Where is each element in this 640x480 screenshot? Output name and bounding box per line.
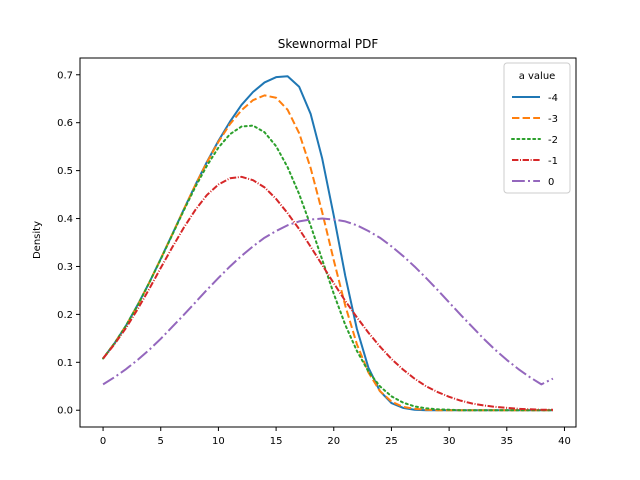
- legend-label-1: -3: [548, 114, 558, 125]
- series-line-4: [102, 217, 554, 386]
- legend-label-2: -2: [548, 135, 558, 146]
- y-tick-label-3: 0.3: [57, 262, 73, 273]
- y-tick-label-4: 0.4: [57, 214, 73, 225]
- x-tick-label-5: 25: [385, 436, 398, 447]
- legend-label-0: -4: [548, 93, 558, 104]
- axes: 0 5 10 15 20 25 30 35 40 0.0 0.1 0.2 0.3 0.4 0.5 0.6 0.7: [57, 57, 577, 447]
- y-tick-label-6: 0.6: [57, 118, 73, 129]
- legend-title: a value: [519, 71, 556, 82]
- series-line-2: [102, 124, 554, 412]
- y-tick-label-1: 0.1: [57, 358, 73, 369]
- legend-box: [503, 62, 571, 194]
- y-tick-label-7: 0.7: [57, 70, 73, 81]
- x-tick-label-1: 5: [158, 436, 164, 447]
- series-line-1: [102, 94, 553, 412]
- plot-area: [102, 75, 554, 412]
- y-axis-label: Density: [32, 221, 43, 259]
- x-tick-label-3: 15: [270, 436, 283, 447]
- legend-label-4: 0: [548, 177, 554, 188]
- chart-title: Skewnormal PDF: [278, 37, 379, 51]
- x-tick-label-7: 35: [500, 436, 513, 447]
- x-tick-label-8: 40: [558, 436, 571, 447]
- axes-frame: [79, 57, 577, 428]
- legend: a value -4 -3 -2 -1 0: [503, 62, 571, 194]
- y-tick-label-5: 0.5: [57, 166, 73, 177]
- x-tick-label-0: 0: [100, 436, 106, 447]
- x-tick-label-6: 30: [443, 436, 456, 447]
- y-tick-label-2: 0.2: [57, 310, 73, 321]
- series-line-3: [102, 175, 553, 411]
- x-tick-label-2: 10: [212, 436, 225, 447]
- y-tick-label-0: 0.0: [57, 406, 73, 417]
- legend-label-3: -1: [548, 156, 558, 167]
- x-tick-label-4: 20: [327, 436, 340, 447]
